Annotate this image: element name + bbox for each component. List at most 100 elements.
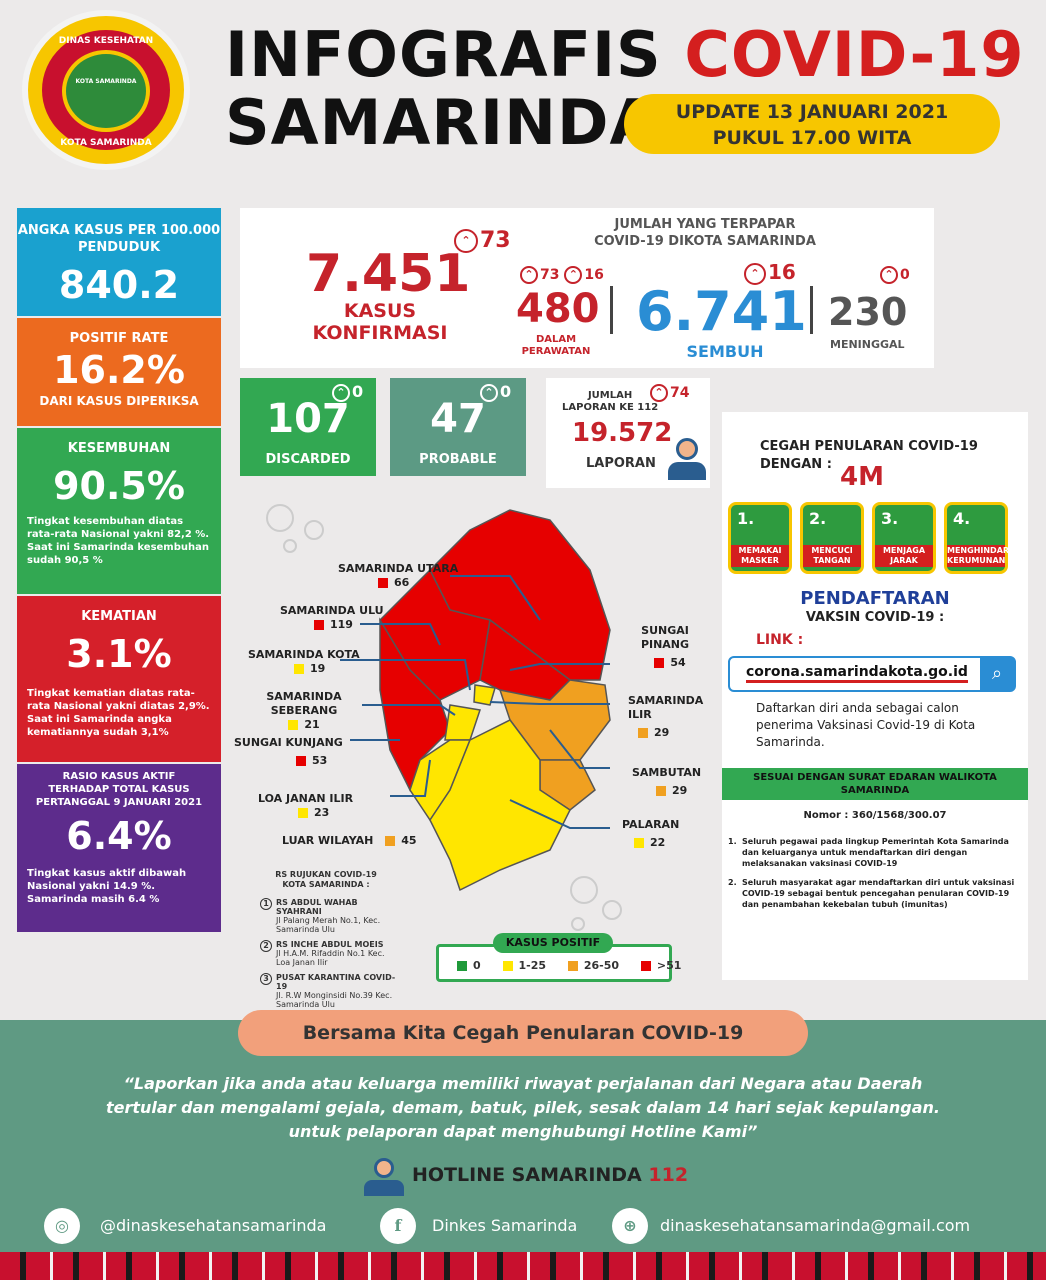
virus-decoration-icon [266, 504, 622, 931]
hospital-item: 2 RS INCHE ABDUL MOEIS Jl H.A.M. Rifaddin… [256, 940, 396, 967]
link-label: LINK : [756, 632, 804, 648]
map-label-samarinda-ilir: SAMARINDA ILIR 29 [628, 694, 704, 739]
hotline-operator-icon [364, 1158, 404, 1198]
deaths-increase: ⌃ 0 [880, 266, 910, 284]
dribbble-icon[interactable]: ⊕ [612, 1208, 648, 1244]
deaths-label: MENINGGAL [830, 338, 905, 351]
logo-top-text: DINAS KESEHATAN [58, 36, 154, 46]
increase-arrow-icon: ⌃ [332, 383, 350, 402]
reports-box: JUMLAH LAPORAN KE 112 ⌃ 74 19.572 LAPORAN [546, 378, 710, 488]
circular-banner: SESUAI DENGAN SURAT EDARAN WALIKOTA SAMA… [722, 768, 1028, 800]
increase-arrow-icon: ⌃ [650, 384, 668, 402]
circular-point: 1. Seluruh pegawai pada lingkup Pemerinta… [728, 837, 1009, 868]
map-label-sambutan: SAMBUTAN 29 [632, 766, 702, 797]
reports-heading: JUMLAH LAPORAN KE 112 [562, 390, 659, 413]
discarded-increase: ⌃ 0 [332, 382, 363, 402]
confirmed-value: 7.451 [306, 244, 471, 304]
decorative-stripe [0, 1252, 1046, 1280]
deaths-value: 230 [828, 290, 908, 334]
hospital-item: 3 PUSAT KARANTINA COVID-19 Jl. R.W Mongin… [256, 973, 396, 1009]
map-label-samarinda-seberang: SAMARINDA SEBERANG 21 [266, 690, 342, 731]
step-cuci-tangan: 2. MENCUCI TANGAN [800, 502, 864, 574]
confirmed-increase: ⌃ 73 [454, 228, 511, 253]
hospital-item: 1 RS ABDUL WAHAB SYAHRANI Jl Palang Merah… [256, 898, 396, 934]
prevention-heading: CEGAH PENULARAN COVID-19 DENGAN : [760, 439, 978, 472]
page-title: INFOGRAFIS COVID-19 [225, 18, 1025, 91]
footer-band [0, 1020, 1046, 1252]
increase-arrow-icon: ⌃ [480, 383, 498, 402]
reports-label: LAPORAN [586, 456, 656, 471]
circular-number: Nomor : 360/1568/300.07 [803, 810, 947, 821]
recovered-increase: ⌃ 16 [744, 260, 796, 285]
stat-positive-rate: POSITIF RATE 16.2% DARI KASUS DIPERIKSA [17, 318, 221, 426]
increase-arrow-icon: ⌃ [880, 266, 898, 284]
stat-recovery: KESEMBUHAN 90.5% Tingkat kesembuhan diat… [17, 428, 221, 594]
slogan-pill: Bersama Kita Cegah Penularan COVID-19 [238, 1010, 808, 1056]
exposure-summary-panel: JUMLAH YANG TERPAPAR COVID-19 DIKOTA SAM… [240, 208, 934, 368]
map-region-palaran [429, 719, 571, 892]
divider [610, 286, 613, 334]
step-masker: 1. MEMAKAI MASKER [728, 502, 792, 574]
increase-arrow-icon: ⌃ [744, 262, 766, 285]
vaccine-link-url[interactable]: corona.samarindakota.go.id [746, 664, 968, 683]
stat-cases-per-100k: ANGKA KASUS PER 100.000 PENDUDUK 840.2 [17, 208, 221, 316]
map-label-sungai-kunjang: SUNGAI KUNJANG 53 [234, 736, 343, 767]
map-label-samarinda-kota: SAMARINDA KOTA 19 [248, 648, 360, 675]
recovered-value: 6.741 [636, 280, 807, 343]
map-label-palaran: PALARAN 22 [622, 818, 680, 849]
legend-item: 0 [473, 959, 481, 972]
discarded-value: 107 [266, 396, 350, 442]
circular-points: 1. Seluruh pegawai pada lingkup Pemerinta… [728, 836, 1016, 910]
recovered-label: SEMBUH [686, 342, 764, 361]
legend-title: KASUS POSITIF [493, 933, 613, 953]
logo-inner-text: KOTA SAMARINDA [75, 78, 137, 85]
stat-active-ratio: RASIO KASUS AKTIF TERHADAP TOTAL KASUS P… [17, 764, 221, 932]
increase-arrow-icon: ⌃ [520, 266, 538, 284]
instagram-icon[interactable]: ◎ [44, 1208, 80, 1244]
legend-item: 26-50 [583, 959, 620, 972]
four-m-label: 4M [840, 462, 884, 492]
map-label-sungai-pinang: SUNGAI PINANG 54 [640, 624, 690, 669]
dinkes-logo: DINAS KESEHATAN KOTA SAMARINDA KOTA SAMA… [22, 10, 190, 170]
treated-label: DALAM PERAWATAN [521, 334, 591, 357]
map-label-loa-janan-ilir: LOA JANAN ILIR 23 [258, 792, 354, 819]
referral-hospitals: RS RUJUKAN COVID-19 KOTA SAMARINDA : 1 RS… [256, 870, 396, 1009]
email-address[interactable]: dinaskesehatansamarinda@gmail.com [660, 1216, 971, 1235]
search-icon[interactable]: ⌕ [980, 658, 1014, 690]
facebook-icon[interactable]: f [380, 1208, 416, 1244]
registration-subtitle: VAKSIN COVID-19 : [805, 610, 945, 625]
page-title-city: SAMARINDA [225, 86, 659, 159]
call-center-icon [668, 438, 706, 482]
reports-value: 19.572 [572, 418, 673, 448]
vaccine-link-field[interactable]: corona.samarindakota.go.id ⌕ [728, 656, 1016, 692]
samarinda-district-map [266, 504, 622, 931]
map-region-samarinda-kota [473, 684, 496, 706]
map-label-samarinda-utara: SAMARINDA UTARA 66 [338, 562, 459, 589]
map-legend: KASUS POSITIF 0 1-25 26-50 >51 [436, 933, 681, 982]
treated-increase: ⌃ 73 ⌃ 16 [520, 266, 604, 284]
step-hindari-kerumunan: 4. MENGHINDARI KERUMUNAN [944, 502, 1012, 574]
probable-increase: ⌃ 0 [480, 382, 511, 402]
increase-arrow-icon: ⌃ [454, 229, 478, 253]
legend-item: 1-25 [518, 959, 547, 972]
probable-value: 47 [430, 396, 486, 442]
map-region-samarinda-seberang [444, 704, 481, 741]
registration-title: PENDAFTARAN [800, 588, 950, 609]
prevention-vaccine-panel: CEGAH PENULARAN COVID-19 DENGAN : 4M 1. M… [722, 412, 1028, 980]
logo-bottom-text: KOTA SAMARINDA [60, 138, 152, 148]
exposure-heading: JUMLAH YANG TERPAPAR COVID-19 DIKOTA SAM… [594, 217, 816, 249]
facebook-page[interactable]: Dinkes Samarinda [432, 1216, 578, 1235]
treated-value: 480 [516, 286, 600, 332]
instagram-handle[interactable]: @dinaskesehatansamarinda [100, 1216, 327, 1235]
registration-desc: Daftarkan diri anda sebagai calon peneri… [756, 701, 976, 749]
discarded-label: DISCARDED [265, 452, 351, 467]
legend-item: >51 [656, 959, 682, 972]
update-badge: UPDATE 13 JANUARI 2021 PUKUL 17.00 WITA [624, 94, 1000, 154]
map-label-samarinda-ulu: SAMARINDA ULU 119 [280, 604, 384, 631]
probable-label: PROBABLE [419, 452, 497, 467]
circular-point: 2. Seluruh masyarakat agar mendaftarkan d… [728, 878, 1015, 909]
confirmed-label: KASUS KONFIRMASI [312, 300, 448, 344]
map-leader-lines [340, 575, 610, 829]
discarded-box: ⌃ 0 107 DISCARDED [240, 378, 376, 476]
stat-mortality: KEMATIAN 3.1% Tingkat kematian diatas ra… [17, 596, 221, 762]
